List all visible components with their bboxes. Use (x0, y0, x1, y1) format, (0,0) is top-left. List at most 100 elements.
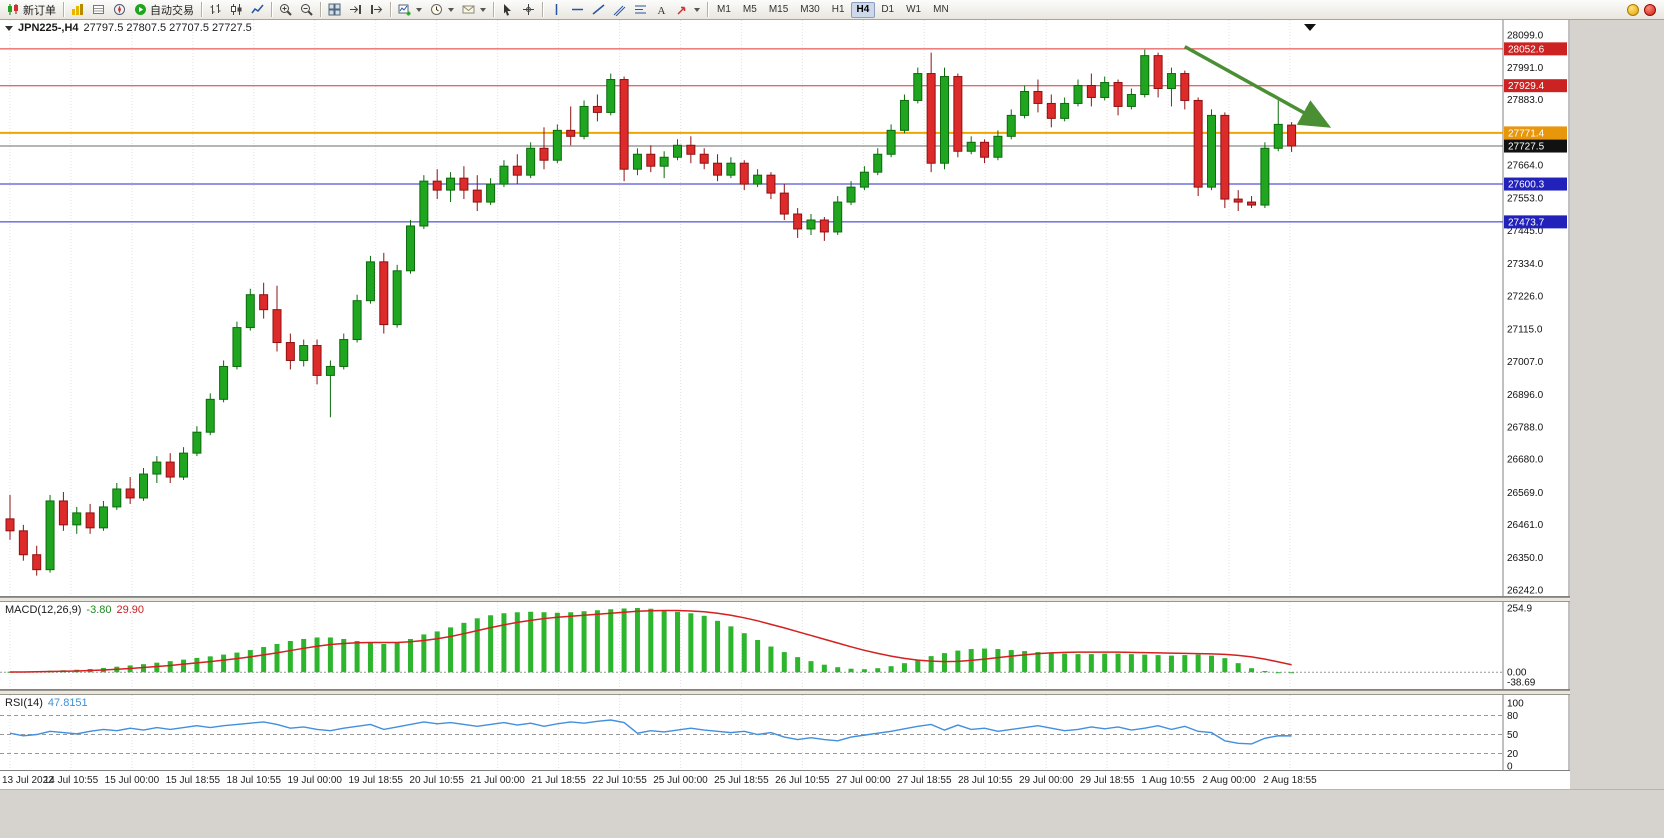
trend-arrow-annotation[interactable] (1183, 45, 1332, 128)
time-axis[interactable]: 13 Jul 2022 14 Jul 10:55 15 Jul 00:00 15 Ju… (0, 771, 1570, 789)
notification-icon[interactable] (1627, 3, 1639, 16)
macd-histogram-bar (314, 637, 320, 673)
candle (85, 512, 95, 529)
market-watch-button[interactable] (67, 1, 88, 19)
timeframe-button-h1[interactable]: H1 (831, 4, 845, 15)
svg-text:27929.4: 27929.4 (1508, 81, 1545, 92)
arrow-icon (676, 3, 689, 16)
toolbar-separator (320, 2, 321, 17)
macd-histogram-bar (581, 611, 587, 673)
data-window-button[interactable] (88, 1, 109, 19)
candle (659, 156, 669, 167)
autotrade-button[interactable]: 自动交易 (130, 1, 198, 19)
trendline-button[interactable] (588, 1, 609, 19)
macd-canvas[interactable]: 254.9 0.00-38.69 (0, 602, 1570, 689)
candle (859, 171, 869, 188)
time-axis-label: 29 Jul 18:55 (1080, 775, 1135, 786)
timeframe-button-m15[interactable]: M15 (768, 4, 789, 15)
timeframe-button-m5[interactable]: M5 (742, 4, 757, 15)
toolbar-separator (707, 2, 708, 17)
auto-scroll-button[interactable] (345, 1, 366, 19)
line-chart-button[interactable] (247, 1, 268, 19)
candle (539, 147, 549, 161)
text-label-button[interactable]: A (651, 1, 672, 19)
symbol-dropdown-icon[interactable] (5, 25, 13, 31)
candle (285, 342, 295, 361)
svg-text:27007.0: 27007.0 (1507, 357, 1544, 368)
candle (139, 473, 148, 499)
candle (873, 153, 883, 173)
timeframe-button-m1[interactable]: M1 (717, 4, 731, 15)
svg-text:27445.0: 27445.0 (1507, 226, 1544, 237)
candle (446, 177, 456, 191)
cursor-button[interactable] (497, 1, 518, 19)
candle (1073, 85, 1083, 104)
profiles-button[interactable] (426, 1, 458, 19)
scroll-to-end-marker[interactable] (1304, 24, 1316, 31)
fibonacci-button[interactable] (630, 1, 651, 19)
crosshair-button[interactable] (518, 1, 539, 19)
arrow-tools-button[interactable] (672, 1, 704, 19)
macd-histogram-bar (1195, 654, 1201, 673)
candle (940, 76, 949, 164)
candle (259, 294, 269, 311)
candle (379, 261, 389, 326)
line-chart-icon (251, 3, 264, 16)
navigator-button[interactable] (109, 1, 130, 19)
timeframe-button-mn[interactable]: MN (933, 4, 949, 15)
vertical-line-button[interactable] (546, 1, 567, 19)
panel-splitter-macd[interactable] (0, 597, 1570, 602)
macd-histogram-bar (675, 611, 680, 673)
macd-histogram-bar (501, 613, 507, 673)
timeframe-toolbar: M1 M5 M15 M30 H1 H4 D1 W1 MN (711, 0, 955, 20)
chart-shift-button[interactable] (366, 1, 387, 19)
candle (1006, 114, 1016, 137)
candle (299, 345, 309, 361)
svg-text:26350.0: 26350.0 (1507, 553, 1544, 564)
price-chart-canvas[interactable]: 28099.0 27991.0 27883.0 27664.0 27553.0 27445… (0, 20, 1570, 596)
candles-chart-button[interactable] (226, 1, 247, 19)
channel-button[interactable] (609, 1, 630, 19)
horizontal-line-icon (571, 3, 584, 16)
macd-histogram-bar (915, 659, 921, 673)
svg-text:-38.69: -38.69 (1507, 678, 1536, 689)
time-axis-label: 18 Jul 10:55 (227, 775, 282, 786)
candle (1033, 90, 1043, 104)
zoom-out-button[interactable] (296, 1, 317, 19)
macd-histogram-bar (594, 610, 600, 673)
panel-splitter-rsi[interactable] (0, 690, 1570, 695)
toolbar-separator (493, 2, 494, 17)
candle (566, 129, 576, 137)
tile-windows-button[interactable] (324, 1, 345, 19)
candle (232, 327, 242, 367)
timeframe-button-h4[interactable]: H4 (850, 1, 876, 18)
svg-text:26242.0: 26242.0 (1507, 586, 1544, 597)
timeframe-button-m30[interactable]: M30 (800, 4, 820, 15)
new-chart-button[interactable] (394, 1, 426, 19)
new-order-button[interactable]: 新订单 (3, 1, 60, 19)
macd-histogram-bar (661, 610, 667, 673)
macd-histogram-bar (728, 626, 734, 673)
macd-histogram-bar (167, 661, 173, 673)
macd-histogram-bar (821, 664, 827, 673)
macd-label: MACD(12,26,9) -3.80 29.90 (5, 604, 144, 616)
candle (339, 339, 349, 367)
toolbar-separator (201, 2, 202, 17)
macd-histogram-bar (1262, 670, 1268, 673)
timeframe-button-d1[interactable]: D1 (881, 4, 895, 15)
bars-chart-button[interactable] (205, 1, 226, 19)
zoom-in-button[interactable] (275, 1, 296, 19)
svg-text:27334.0: 27334.0 (1507, 259, 1544, 270)
svg-text:26461.0: 26461.0 (1507, 520, 1544, 531)
mail-icon (462, 3, 475, 16)
macd-histogram-bar (1155, 655, 1161, 673)
candle (632, 153, 642, 170)
macd-histogram-bar (234, 652, 240, 673)
time-axis-label: 13 Jul 2022 (2, 775, 54, 786)
connection-status-icon[interactable] (1644, 3, 1656, 16)
main-toolbar: 新订单 自动交易 A M1 M5 M15 M30 H1 H4 D1 W1 MN (0, 0, 1664, 20)
timeframe-button-w1[interactable]: W1 (906, 4, 922, 15)
alerts-button[interactable] (458, 1, 490, 19)
horizontal-line-button[interactable] (567, 1, 588, 19)
